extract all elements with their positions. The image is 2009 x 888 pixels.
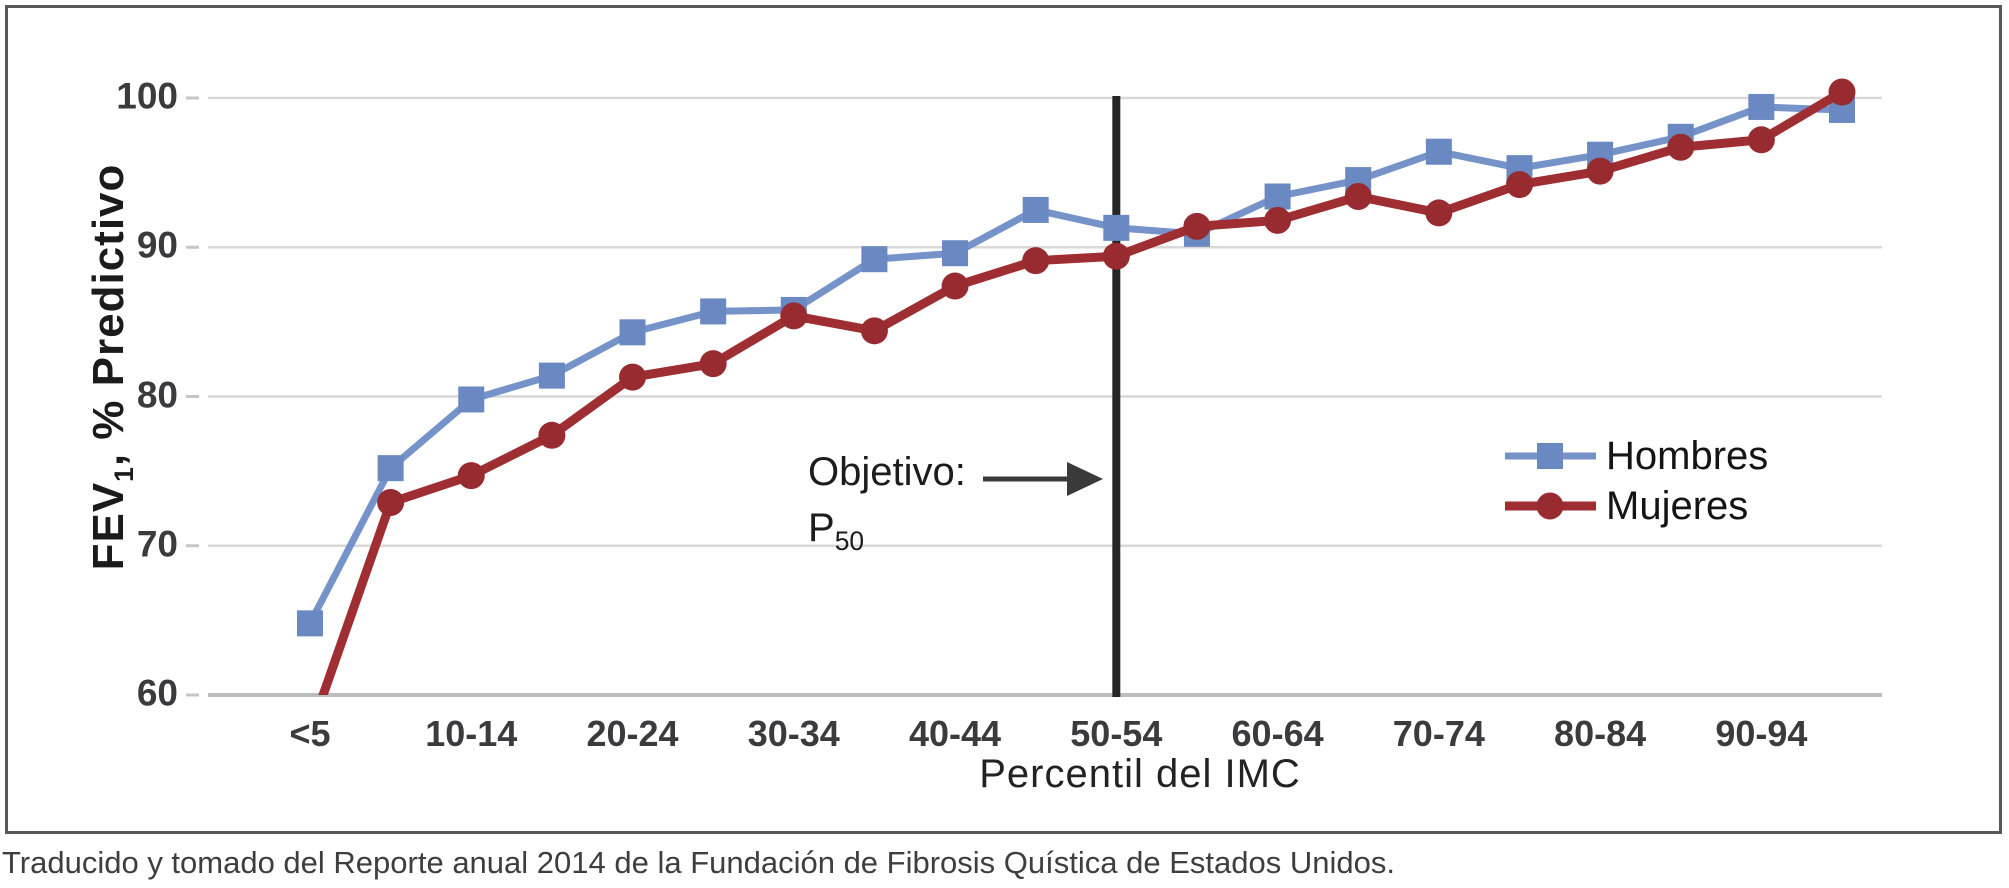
target-annotation-text: Objetivo:	[808, 450, 966, 494]
legend-marker	[1537, 443, 1563, 469]
legend-item-mujeres: Mujeres	[1503, 481, 1768, 531]
y-tick-label: 70	[136, 523, 178, 565]
x-tick-label: 10-14	[425, 713, 518, 754]
y-tick-label: 80	[136, 373, 178, 415]
x-tick-label: 80-84	[1554, 713, 1647, 754]
target-annotation: Objetivo: P50	[808, 450, 966, 557]
x-tick-label: 40-44	[909, 713, 1002, 754]
legend-label-hombres: Hombres	[1606, 433, 1769, 478]
mujeres-line-swatch	[1505, 492, 1596, 520]
y-tick-label: 100	[116, 75, 178, 117]
legend-item-hombres: Hombres	[1503, 431, 1768, 481]
x-tick-label: 90-94	[1715, 713, 1808, 754]
legend: Hombres Mujeres	[1503, 431, 1768, 531]
p50-subscript: 50	[834, 526, 865, 556]
x-tick-label: 60-64	[1231, 713, 1324, 754]
x-tick-label: 30-34	[747, 713, 840, 754]
legend-marker	[1536, 492, 1564, 520]
x-tick-label: 50-54	[1070, 713, 1163, 754]
y-axis-title-subscript: 1	[108, 466, 139, 482]
y-axis-title-rest: , % Predictivo	[84, 163, 134, 467]
x-tick-label: 20-24	[586, 713, 679, 754]
source-caption: Traducido y tomado del Reporte anual 201…	[2, 845, 1395, 880]
chart-figure	[5, 5, 2002, 834]
x-axis-title: Percentil del IMC	[979, 752, 1301, 796]
x-tick-label: <5	[289, 713, 331, 754]
p50-main: P	[808, 506, 835, 550]
y-tick-label: 90	[136, 224, 178, 266]
x-tick-label: 70-74	[1392, 713, 1485, 754]
legend-label-mujeres: Mujeres	[1606, 483, 1749, 528]
y-tick-label: 60	[136, 672, 178, 714]
target-annotation-p50: P50	[808, 506, 966, 557]
hombres-line-swatch	[1505, 443, 1596, 469]
